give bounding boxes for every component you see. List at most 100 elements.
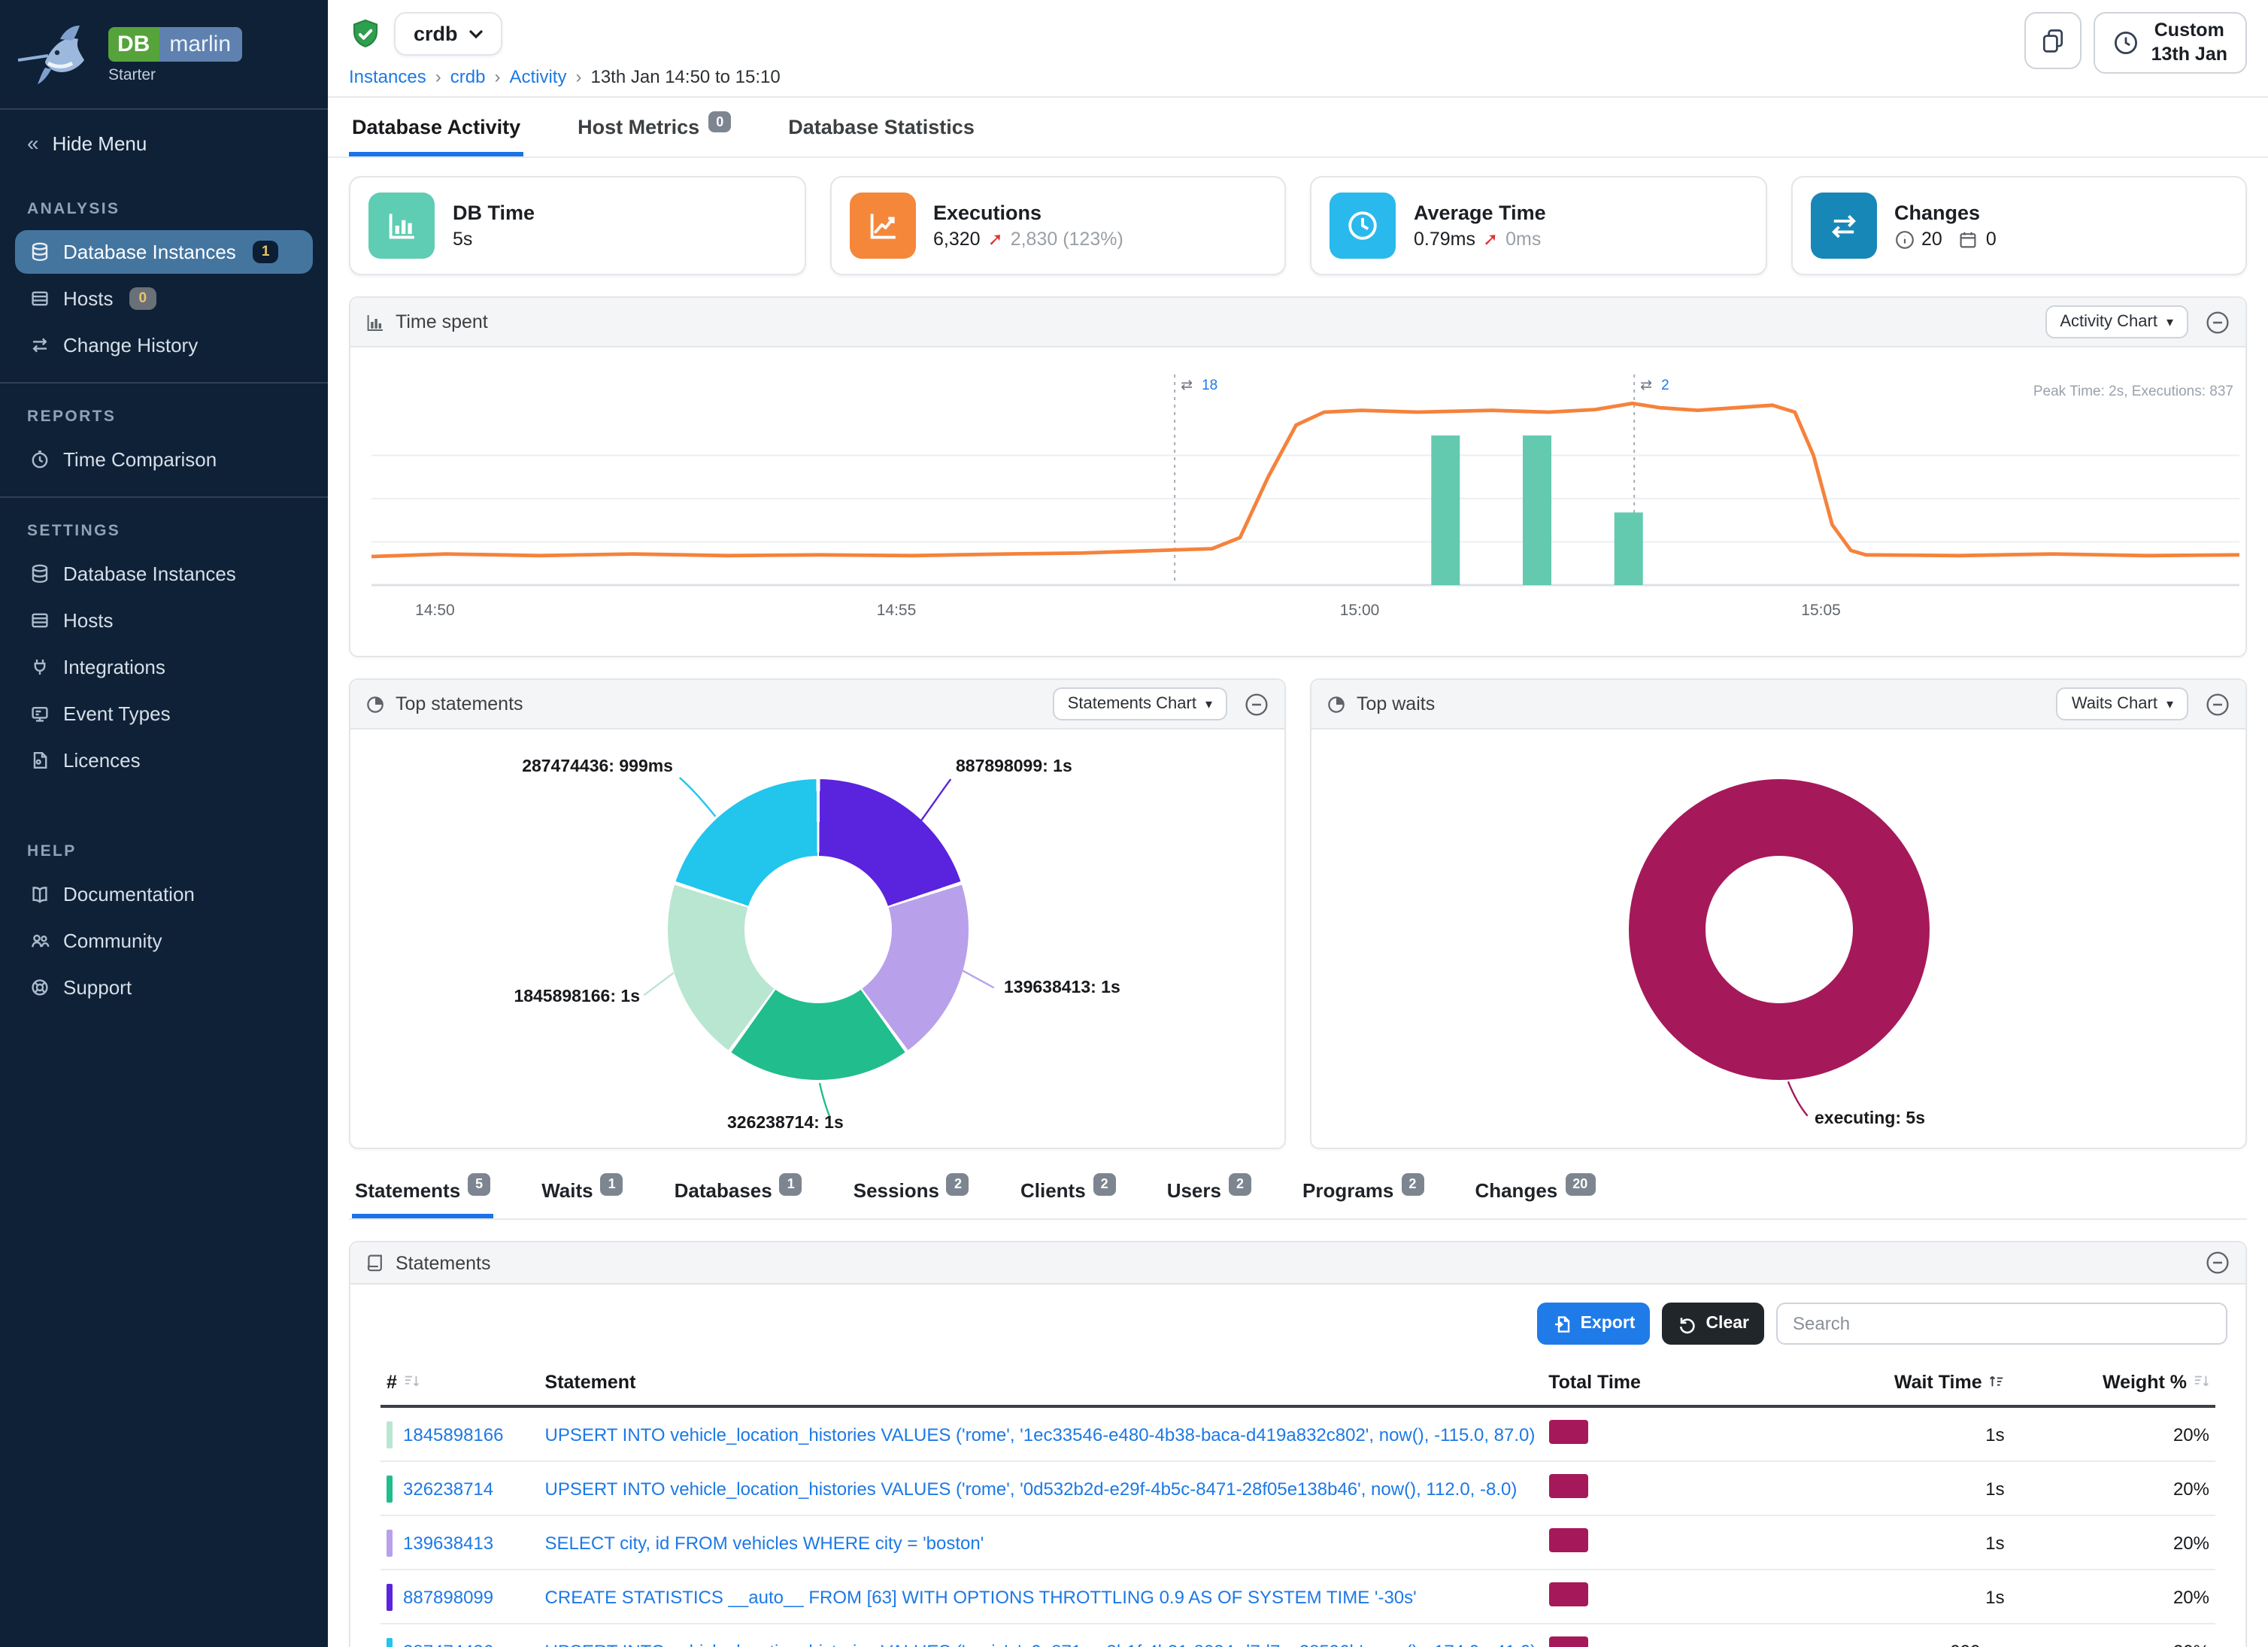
statement-color-chip — [387, 1475, 393, 1502]
stopwatch-icon — [32, 450, 48, 469]
time-range-button[interactable]: Custom 13th Jan — [2094, 12, 2247, 74]
collapse-panel-button[interactable] — [2205, 691, 2230, 717]
card-average-time[interactable]: Average Time 0.79ms ➚ 0ms — [1310, 176, 1766, 275]
swap-arrows-icon — [32, 338, 47, 353]
card-executions[interactable]: Executions 6,320 ➚ 2,830 (123%) — [829, 176, 1286, 275]
table-row[interactable]: 887898099 CREATE STATISTICS __auto__ FRO… — [381, 1570, 2215, 1624]
tab-host-metrics[interactable]: Host Metrics 0 — [575, 98, 734, 156]
waits-donut[interactable] — [1628, 779, 1929, 1080]
collapse-panel-button[interactable] — [2205, 309, 2230, 335]
statements-chart-dropdown[interactable]: Statements Chart ▾ — [1052, 687, 1227, 720]
table-row[interactable]: 326238714 UPSERT INTO vehicle_location_h… — [381, 1461, 2215, 1516]
weight-value: 20% — [2010, 1624, 2215, 1647]
card-db-time[interactable]: DB Time 5s — [349, 176, 805, 275]
tab-programs[interactable]: Programs 2 — [1299, 1173, 1427, 1218]
sidebar-item-event-types[interactable]: Event Types — [15, 692, 313, 736]
sidebar-item-database-instances[interactable]: Database Instances 1 — [15, 230, 313, 274]
svg-text:2: 2 — [1661, 378, 1669, 393]
dbmarlin-wordmark: DB marlin — [108, 27, 242, 62]
search-input[interactable] — [1776, 1303, 2227, 1345]
table-row[interactable]: 287474436 UPSERT INTO vehicle_location_h… — [381, 1624, 2215, 1647]
export-button[interactable]: Export — [1536, 1303, 1651, 1345]
tab-statements[interactable]: Statements 5 — [352, 1173, 494, 1218]
sidebar-item-documentation[interactable]: Documentation — [15, 872, 313, 916]
sidebar-item-integrations[interactable]: Integrations — [15, 645, 313, 689]
licence-icon — [33, 752, 47, 769]
clock-icon — [1330, 193, 1396, 259]
time-spent-header: Time spent Activity Chart ▾ — [350, 298, 2245, 347]
slice-label: executing: 5s — [1815, 1110, 1925, 1128]
sidebar-item-support[interactable]: Support — [15, 966, 313, 1009]
statement-link[interactable]: UPSERT INTO vehicle_location_histories V… — [544, 1478, 1518, 1499]
tab-changes[interactable]: Changes 20 — [1472, 1173, 1598, 1218]
top-waits-header: Top waits Waits Chart ▾ — [1311, 680, 2245, 729]
column-header-total-time[interactable]: Total Time — [1542, 1363, 1709, 1408]
statement-id-link[interactable]: 887898099 — [403, 1586, 494, 1607]
copy-link-button[interactable] — [2024, 12, 2082, 69]
tab-waits[interactable]: Waits 1 — [538, 1173, 626, 1218]
instance-selector[interactable]: crdb — [394, 12, 503, 56]
divider — [0, 382, 328, 384]
statement-link[interactable]: SELECT city, id FROM vehicles WHERE city… — [544, 1532, 984, 1553]
main-area: crdb Instances › crdb › Activity › 13th Jan… — [328, 0, 2268, 1647]
breadcrumb-activity[interactable]: Activity — [509, 66, 567, 87]
up-arrow-icon: ➚ — [987, 229, 1003, 250]
pie-chart-icon — [367, 696, 384, 712]
time-spent-chart[interactable]: 14:50 14:55 15:00 15:05 ⇄ 18 ⇄ 2 Peak Time: 2s, … — [350, 347, 2245, 656]
statement-id-link[interactable]: 139638413 — [403, 1532, 494, 1553]
tab-sessions[interactable]: Sessions 2 — [850, 1173, 972, 1218]
column-header-statement[interactable]: Statement — [538, 1363, 1543, 1408]
breadcrumb-crdb[interactable]: crdb — [450, 66, 486, 87]
breadcrumb: Instances › crdb › Activity › 13th Jan 14:5… — [349, 66, 781, 87]
sidebar-item-community[interactable]: Community — [15, 919, 313, 963]
svg-text:Peak Time: 2s, Executions: 837: Peak Time: 2s, Executions: 837 — [2033, 384, 2233, 399]
clock-icon — [2115, 32, 2138, 55]
tab-databases[interactable]: Databases 1 — [672, 1173, 805, 1218]
detail-tabstrip: Statements 5 Waits 1 Databases 1 Sessions 2 … — [349, 1173, 2247, 1220]
collapse-panel-button[interactable] — [2205, 1250, 2230, 1275]
tab-clients[interactable]: Clients 2 — [1017, 1173, 1119, 1218]
tab-badge: 0 — [708, 111, 732, 132]
tab-database-activity[interactable]: Database Activity — [349, 98, 524, 156]
table-row[interactable]: 139638413 SELECT city, id FROM vehicles … — [381, 1515, 2215, 1570]
sidebar-item-database-instances-settings[interactable]: Database Instances — [15, 552, 313, 596]
line-chart-icon — [849, 193, 915, 259]
hide-menu-button[interactable]: « Hide Menu — [27, 131, 147, 155]
statements-donut[interactable] — [667, 779, 968, 1080]
sidebar-item-hosts-settings[interactable]: Hosts — [15, 599, 313, 642]
tab-database-statistics[interactable]: Database Statistics — [788, 116, 975, 138]
breadcrumb-instances[interactable]: Instances — [349, 66, 426, 87]
tab-users[interactable]: Users 2 — [1164, 1173, 1254, 1218]
clear-button[interactable]: Clear — [1662, 1303, 1764, 1345]
statement-link[interactable]: CREATE STATISTICS __auto__ FROM [63] WIT… — [544, 1586, 1417, 1607]
waits-chart-dropdown[interactable]: Waits Chart ▾ — [2056, 687, 2188, 720]
column-header-id[interactable]: # — [381, 1363, 539, 1408]
statements-panel: Statements Export Clear — [349, 1241, 2247, 1647]
pie-chart-icon — [1328, 696, 1345, 712]
logo[interactable]: DB marlin Starter — [0, 0, 328, 108]
collapse-panel-button[interactable] — [1244, 691, 1269, 717]
statement-id-link[interactable]: 287474436 — [403, 1640, 493, 1647]
column-header-weight[interactable]: Weight % — [2010, 1363, 2215, 1408]
sidebar-item-licences[interactable]: Licences — [15, 739, 313, 782]
section-title: ANALYSIS — [27, 200, 120, 218]
table-row[interactable]: 1845898166 UPSERT INTO vehicle_location_… — [381, 1406, 2215, 1462]
edition-label: Starter — [108, 66, 156, 84]
sort-asc-icon — [1989, 1376, 2003, 1387]
sidebar-item-time-comparison[interactable]: Time Comparison — [15, 438, 313, 481]
column-header-wait-time[interactable]: Wait Time — [1708, 1363, 2011, 1408]
scroll-icon — [367, 1254, 382, 1272]
statement-link[interactable]: UPSERT INTO vehicle_location_histories V… — [545, 1640, 1537, 1647]
book-icon — [32, 887, 47, 903]
statement-id-link[interactable]: 1845898166 — [403, 1424, 504, 1445]
card-changes[interactable]: Changes 20 0 — [1790, 176, 2247, 275]
activity-chart-dropdown[interactable]: Activity Chart ▾ — [2045, 305, 2188, 338]
slice-label: 287474436: 999ms — [522, 758, 673, 776]
weight-value: 20% — [2010, 1515, 2215, 1570]
sidebar-item-change-history[interactable]: Change History — [15, 323, 313, 367]
page-content: DB Time 5s Executions 6,320 ➚ 2,830 (123… — [328, 158, 2268, 1647]
statement-link[interactable]: UPSERT INTO vehicle_location_histories V… — [544, 1424, 1536, 1445]
up-arrow-icon: ➚ — [1483, 229, 1499, 250]
sidebar-item-hosts[interactable]: Hosts 0 — [15, 277, 313, 320]
statement-id-link[interactable]: 326238714 — [403, 1478, 494, 1499]
